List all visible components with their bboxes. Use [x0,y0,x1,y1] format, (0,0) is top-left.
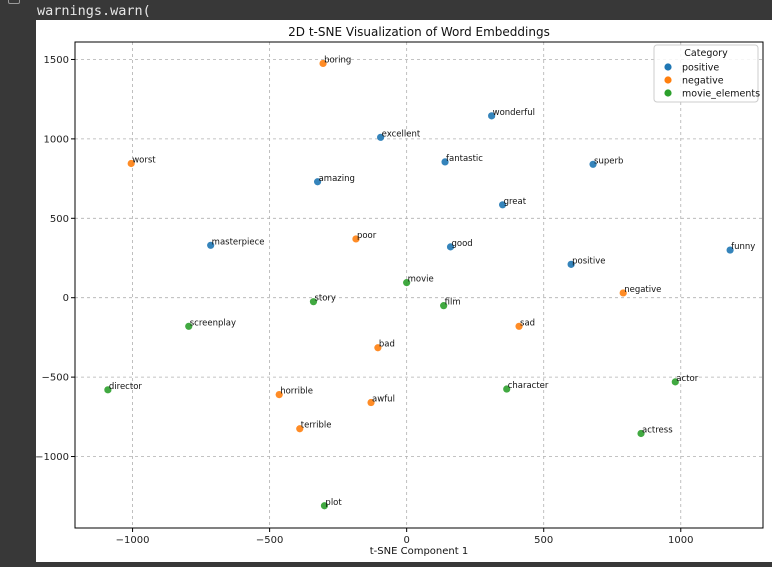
point-label-horrible: horrible [280,387,313,397]
point-label-fantastic: fantastic [446,154,483,164]
point-amazing [313,178,322,186]
points-layer [104,59,734,510]
point-label-excellent: excellent [382,129,421,139]
point-positive [567,260,575,268]
legend-label-movie_elements: movie_elements [682,89,760,100]
point-label-director: director [109,382,143,392]
y-tick-label: 500 [50,214,69,225]
x-tick-label: 500 [534,535,553,546]
point-horrible [275,390,283,399]
point-label-amazing: amazing [319,174,355,184]
legend-label-positive: positive [682,63,719,74]
y-tick-label: 0 [63,293,69,304]
point-label-sad: sad [520,318,535,328]
point-funny [726,246,734,254]
point-label-story: story [314,294,336,304]
point-label-character: character [508,381,549,391]
point-label-masterpiece: masterpiece [212,237,265,247]
y-tick-label: −1000 [36,452,69,463]
point-sad [515,322,523,330]
legend-marker-movie_elements [664,89,672,97]
point-label-plot: plot [325,498,342,508]
y-tick-label: −500 [42,373,69,384]
point-label-film: film [445,298,461,308]
legend-items: positive negative movie_elements [664,63,760,100]
x-tick-label: −1000 [116,535,150,546]
warning-text: warnings.warn( [37,3,151,19]
legend-box [653,44,759,103]
x-axis-label: t-SNE Component 1 [370,546,468,557]
point-label-boring: boring [324,55,351,65]
point-label-worst: worst [132,156,156,166]
x-tick-label: −500 [256,535,283,546]
point-label-funny: funny [731,242,755,252]
point-excellent [377,133,385,141]
point-poor [352,235,360,243]
point-plot [320,502,329,510]
point-masterpiece [207,241,215,249]
point-label-superb: superb [594,156,623,166]
ticks-layer: −1000 −500 0 500 1000 −1000 −500 0 500 1000 1500 [36,55,693,546]
point-wonderful [488,112,496,120]
point-movie [403,279,411,287]
point-good [446,243,455,251]
legend-title: Category [684,48,728,59]
point-label-great: great [504,197,527,207]
point-worst [127,159,135,168]
point-character [503,385,511,393]
point-actor [671,378,679,386]
point-terrible [296,425,304,433]
legend-marker-negative [664,76,672,84]
point-label-movie: movie [408,275,434,285]
point-labels-layer: wonderful excellent fantastic superb amazing… [109,55,755,507]
point-superb [589,160,597,168]
point-label-awful: awful [372,395,395,405]
point-label-actress: actress [642,426,673,436]
point-screenplay [185,322,193,330]
y-tick-label: 1000 [44,134,69,145]
point-great [499,201,507,209]
point-label-negative: negative [624,285,661,295]
y-tick-label: 1500 [44,55,69,66]
cell-select-checkbox[interactable] [8,0,20,4]
point-label-screenplay: screenplay [190,318,236,328]
x-tick-label: 1000 [668,535,693,546]
point-bad [374,344,382,352]
legend: Category positive negative movie_elements [653,44,760,103]
point-label-positive: positive [572,256,605,266]
point-story [309,298,318,306]
point-label-poor: poor [357,231,377,241]
x-tick-label: 0 [403,535,409,546]
point-director [104,386,112,394]
chart-title: 2D t-SNE Visualization of Word Embedding… [288,25,550,39]
point-label-bad: bad [379,340,395,350]
point-label-actor: actor [676,374,698,384]
console-top-bar: warnings.warn( [0,0,772,20]
point-label-terrible: terrible [301,421,332,431]
cell-output-area: wonderful excellent fantastic superb amazing… [36,20,772,562]
point-film [440,302,448,310]
plot-frame [74,41,764,529]
tsne-scatter-chart: wonderful excellent fantastic superb amazing… [36,25,764,557]
point-actress [637,429,645,438]
legend-marker-positive [664,63,672,71]
legend-label-negative: negative [682,76,724,87]
point-boring [319,59,327,68]
point-fantastic [441,158,449,166]
point-label-good: good [452,239,473,249]
point-negative [619,289,627,297]
point-awful [367,398,375,407]
point-label-wonderful: wonderful [493,108,535,118]
